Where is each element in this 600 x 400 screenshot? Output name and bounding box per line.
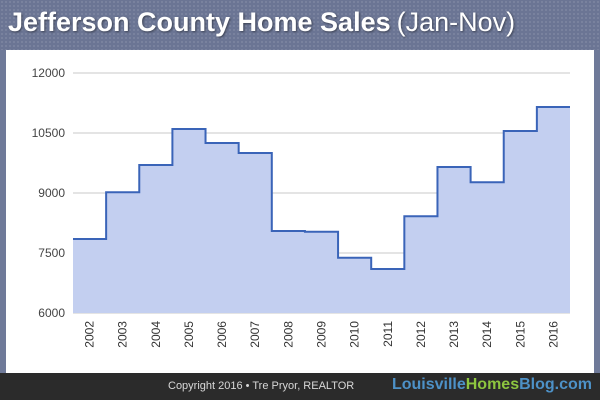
brand-logo: LouisvilleHomesBlog.com [392, 376, 592, 394]
x-tick-label: 2007 [248, 321, 262, 348]
brand-part-blog: Blog.com [519, 376, 592, 393]
y-tick-label: 9000 [38, 186, 65, 200]
x-tick-label: 2011 [381, 321, 395, 347]
data-step-2007 [239, 153, 272, 313]
data-step-2008 [272, 231, 305, 313]
data-step-2016 [537, 107, 570, 313]
data-step-2006 [206, 143, 239, 313]
chart-title-main: Jefferson County Home Sales [8, 7, 391, 37]
brand-part-homes: Homes [465, 376, 520, 393]
data-step-2015 [504, 131, 537, 313]
data-step-2005 [172, 129, 205, 313]
x-tick-label: 2014 [480, 321, 494, 348]
data-step-2010 [338, 258, 371, 313]
x-tick-label: 2004 [149, 321, 163, 348]
data-step-2014 [471, 182, 504, 313]
y-tick-label: 12000 [32, 66, 66, 80]
x-tick-label: 2012 [414, 321, 428, 348]
data-step-2004 [139, 165, 172, 313]
data-step-2003 [106, 192, 139, 313]
data-step-2013 [437, 167, 470, 313]
series-area [73, 107, 570, 313]
chart-title: Jefferson County Home Sales (Jan-Nov) [8, 7, 515, 38]
x-tick-label: 2005 [182, 321, 196, 348]
y-tick-label: 6000 [38, 306, 65, 320]
x-tick-label: 2003 [116, 321, 130, 348]
x-tick-label: 2015 [513, 321, 527, 348]
x-tick-label: 2006 [215, 321, 229, 348]
x-tick-label: 2002 [83, 321, 97, 348]
data-step-2009 [305, 232, 338, 313]
x-tick-label: 2009 [315, 321, 329, 348]
data-step-2012 [404, 216, 437, 313]
home-sales-chart: 6000 7500 9000 10500 12000 2002 2003 2004 2005 20… [32, 66, 570, 348]
x-tick-label: 2016 [546, 321, 560, 348]
copyright-text: Copyright 2016 • Tre Pryor, REALTOR [168, 380, 355, 392]
data-step-2011 [371, 269, 404, 313]
y-tick-label: 10500 [32, 126, 66, 140]
footer-bar: Copyright 2016 • Tre Pryor, REALTOR Loui… [0, 373, 600, 400]
chart-panel: 6000 7500 9000 10500 12000 2002 2003 2004 2005 20… [6, 50, 594, 373]
series-line [73, 106, 570, 270]
data-step-2002 [73, 239, 106, 313]
chart-header: Jefferson County Home Sales (Jan-Nov) [0, 0, 600, 50]
x-tick-label: 2008 [281, 321, 295, 348]
x-tick-label: 2013 [447, 321, 461, 348]
x-tick-label: 2010 [348, 321, 362, 348]
chart-title-sub: (Jan-Nov) [396, 7, 516, 37]
y-tick-label: 7500 [38, 246, 65, 260]
brand-part-louisville: Louisville [391, 376, 466, 393]
